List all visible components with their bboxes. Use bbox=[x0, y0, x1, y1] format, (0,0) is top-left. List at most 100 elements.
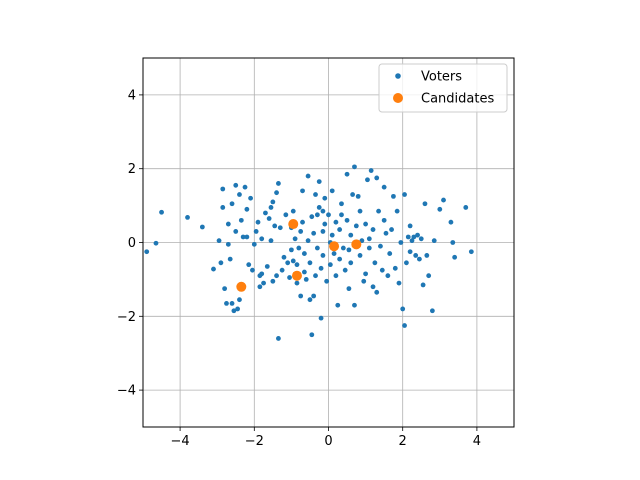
voter-point-22 bbox=[237, 297, 242, 303]
voter-point-55 bbox=[289, 247, 294, 253]
voter-point-29 bbox=[250, 267, 255, 273]
voter-point-100 bbox=[340, 245, 346, 251]
voter-point-165 bbox=[346, 247, 352, 253]
voter-point-141 bbox=[404, 260, 409, 266]
y-tick-label-4: 4 bbox=[128, 88, 136, 103]
voter-point-152 bbox=[424, 253, 430, 258]
voter-point-45 bbox=[274, 190, 279, 196]
voter-point-66 bbox=[303, 277, 309, 282]
voter-point-13 bbox=[225, 241, 231, 247]
voter-point-102 bbox=[344, 171, 350, 177]
voter-point-125 bbox=[376, 208, 381, 214]
voter-point-84 bbox=[320, 253, 326, 258]
voter-point-60 bbox=[296, 245, 302, 251]
voter-point-129 bbox=[383, 230, 389, 236]
x-tick-label-1: −2 bbox=[245, 434, 264, 449]
voter-point-21 bbox=[237, 192, 242, 197]
voter-point-161 bbox=[463, 205, 469, 210]
voter-point-113 bbox=[357, 208, 363, 214]
voter-point-145 bbox=[411, 234, 417, 240]
candidate-point-4 bbox=[351, 239, 362, 250]
voter-point-79 bbox=[316, 179, 322, 185]
voter-point-12 bbox=[225, 221, 231, 227]
voter-point-27 bbox=[244, 234, 250, 240]
voter-point-1 bbox=[153, 240, 159, 246]
voter-point-98 bbox=[337, 256, 343, 262]
voter-point-142 bbox=[405, 234, 411, 240]
voter-point-148 bbox=[416, 256, 422, 262]
voter-point-30 bbox=[251, 241, 257, 247]
voter-point-174 bbox=[320, 208, 326, 214]
voter-point-83 bbox=[320, 229, 326, 234]
voter-point-25 bbox=[242, 184, 248, 190]
voter-point-111 bbox=[355, 193, 361, 199]
y-tick-label-2: 0 bbox=[128, 236, 136, 251]
legend: Voters Candidates bbox=[378, 63, 508, 113]
voter-point-28 bbox=[248, 195, 253, 201]
legend-candidates-marker bbox=[393, 93, 403, 103]
voter-point-133 bbox=[391, 193, 396, 199]
voter-point-44 bbox=[272, 223, 278, 229]
voter-point-139 bbox=[402, 323, 407, 328]
voter-point-144 bbox=[409, 238, 415, 244]
voter-point-168 bbox=[246, 262, 252, 268]
voter-point-39 bbox=[264, 264, 270, 269]
voter-point-10 bbox=[222, 286, 228, 292]
voter-point-2 bbox=[159, 209, 164, 215]
voter-point-24 bbox=[240, 234, 246, 240]
voter-point-172 bbox=[268, 238, 274, 244]
voter-point-163 bbox=[279, 267, 285, 273]
voter-point-41 bbox=[268, 205, 274, 210]
legend-box bbox=[378, 63, 508, 113]
voter-point-51 bbox=[283, 212, 289, 218]
voter-point-135 bbox=[394, 208, 400, 214]
voter-point-53 bbox=[287, 275, 292, 280]
voter-point-132 bbox=[389, 227, 394, 232]
voter-point-48 bbox=[276, 336, 281, 341]
voter-point-122 bbox=[372, 260, 378, 266]
voter-point-130 bbox=[385, 273, 391, 279]
candidate-point-0 bbox=[236, 281, 247, 292]
candidate-point-1 bbox=[288, 219, 299, 230]
x-tick-label-3: 2 bbox=[399, 434, 407, 449]
voter-point-4 bbox=[199, 224, 205, 230]
voter-point-166 bbox=[363, 271, 368, 277]
voter-point-164 bbox=[290, 258, 296, 264]
voter-point-167 bbox=[381, 217, 387, 223]
voter-point-6 bbox=[216, 238, 222, 244]
voter-point-103 bbox=[344, 217, 350, 223]
voter-point-78 bbox=[314, 245, 320, 251]
x-tick-label-0: −4 bbox=[171, 434, 190, 449]
voter-point-32 bbox=[255, 219, 261, 225]
voter-point-151 bbox=[422, 201, 428, 207]
voter-point-68 bbox=[305, 238, 311, 244]
voter-point-94 bbox=[333, 219, 339, 225]
voter-point-71 bbox=[309, 214, 315, 220]
voter-point-149 bbox=[418, 236, 424, 242]
voter-point-23 bbox=[238, 217, 244, 223]
voter-point-34 bbox=[257, 284, 263, 290]
voter-point-136 bbox=[396, 280, 402, 286]
voter-point-69 bbox=[307, 260, 313, 266]
voter-point-76 bbox=[313, 273, 318, 279]
voter-point-36 bbox=[259, 236, 265, 242]
voter-point-97 bbox=[337, 227, 343, 232]
y-tick-label-0: −4 bbox=[117, 384, 136, 399]
voter-point-7 bbox=[218, 260, 224, 266]
voter-point-80 bbox=[316, 205, 322, 210]
voter-point-143 bbox=[407, 249, 413, 255]
voter-point-153 bbox=[426, 273, 432, 279]
voter-point-46 bbox=[274, 273, 279, 279]
voter-point-127 bbox=[379, 267, 385, 273]
voter-point-3 bbox=[185, 215, 190, 220]
voter-point-170 bbox=[339, 212, 344, 218]
voter-point-120 bbox=[370, 284, 376, 290]
voter-point-50 bbox=[281, 254, 287, 260]
voter-point-0 bbox=[144, 249, 150, 255]
voter-point-47 bbox=[276, 181, 281, 186]
voter-point-15 bbox=[229, 201, 235, 207]
voter-point-61 bbox=[298, 229, 304, 234]
voter-point-73 bbox=[311, 230, 317, 236]
voter-point-109 bbox=[352, 302, 357, 308]
voter-point-11 bbox=[224, 300, 229, 306]
